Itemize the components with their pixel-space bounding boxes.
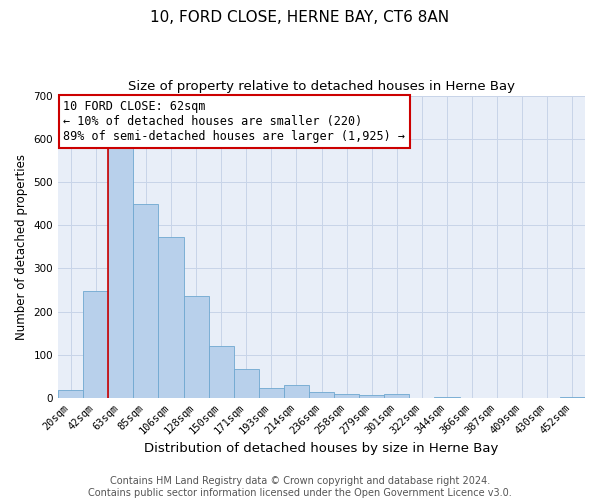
Bar [83,291,108,398]
Bar [158,237,184,398]
Bar [384,394,409,398]
X-axis label: Distribution of detached houses by size in Herne Bay: Distribution of detached houses by size … [145,442,499,455]
Bar [284,385,309,398]
Bar [108,145,133,398]
Bar [233,369,259,398]
Bar [58,390,83,398]
Bar [334,394,359,398]
Bar [560,396,585,398]
Text: Contains HM Land Registry data © Crown copyright and database right 2024.
Contai: Contains HM Land Registry data © Crown c… [88,476,512,498]
Bar [359,394,384,398]
Title: Size of property relative to detached houses in Herne Bay: Size of property relative to detached ho… [128,80,515,93]
Bar [434,396,460,398]
Y-axis label: Number of detached properties: Number of detached properties [15,154,28,340]
Bar [184,296,209,398]
Bar [309,392,334,398]
Bar [259,388,284,398]
Text: 10, FORD CLOSE, HERNE BAY, CT6 8AN: 10, FORD CLOSE, HERNE BAY, CT6 8AN [151,10,449,25]
Bar [209,346,233,398]
Bar [133,204,158,398]
Text: 10 FORD CLOSE: 62sqm
← 10% of detached houses are smaller (220)
89% of semi-deta: 10 FORD CLOSE: 62sqm ← 10% of detached h… [64,100,406,143]
